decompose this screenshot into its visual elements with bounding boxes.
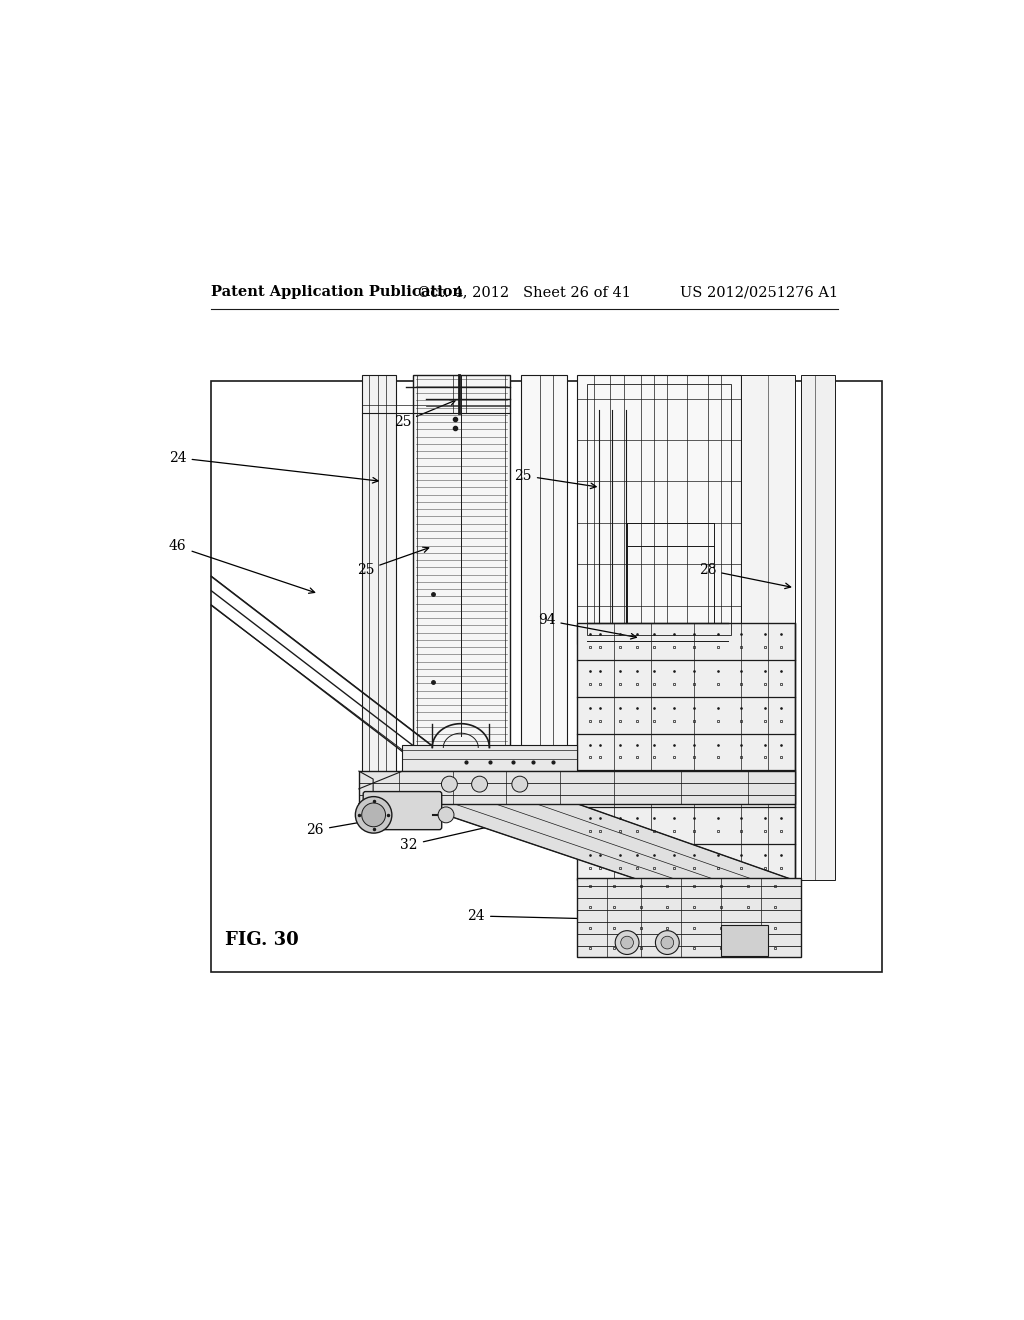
Text: 28: 28 (698, 564, 791, 589)
Bar (802, 375, 835, 880)
Text: US 2012/0251276 A1: US 2012/0251276 A1 (680, 285, 839, 300)
Bar (577, 375, 741, 644)
Text: 94: 94 (538, 614, 636, 639)
Text: 24: 24 (169, 450, 378, 483)
Circle shape (355, 796, 392, 833)
Text: FIG. 30: FIG. 30 (224, 931, 298, 949)
Text: 26: 26 (306, 817, 378, 837)
Circle shape (438, 807, 454, 822)
Text: Patent Application Publication: Patent Application Publication (211, 285, 463, 300)
Circle shape (512, 776, 527, 792)
Circle shape (361, 803, 385, 826)
Bar (721, 925, 768, 956)
Bar (211, 381, 882, 972)
Bar (362, 375, 395, 795)
Text: Oct. 4, 2012   Sheet 26 of 41: Oct. 4, 2012 Sheet 26 of 41 (419, 285, 631, 300)
Bar (402, 744, 577, 771)
Text: 25: 25 (393, 400, 456, 429)
Circle shape (621, 936, 634, 949)
Bar (413, 375, 510, 774)
Bar (521, 375, 566, 774)
Polygon shape (413, 804, 795, 880)
FancyBboxPatch shape (364, 792, 441, 830)
Bar (587, 384, 731, 635)
Text: 32: 32 (400, 824, 496, 851)
Text: 46: 46 (169, 540, 314, 593)
Bar (577, 878, 802, 957)
Text: 25: 25 (356, 546, 429, 577)
Text: 24: 24 (467, 909, 593, 923)
Circle shape (441, 776, 458, 792)
Circle shape (655, 931, 679, 954)
Circle shape (615, 931, 639, 954)
Text: 25: 25 (514, 469, 596, 488)
Circle shape (660, 936, 674, 949)
Bar (358, 771, 795, 804)
Bar (577, 623, 795, 880)
Circle shape (472, 776, 487, 792)
Bar (741, 375, 795, 623)
